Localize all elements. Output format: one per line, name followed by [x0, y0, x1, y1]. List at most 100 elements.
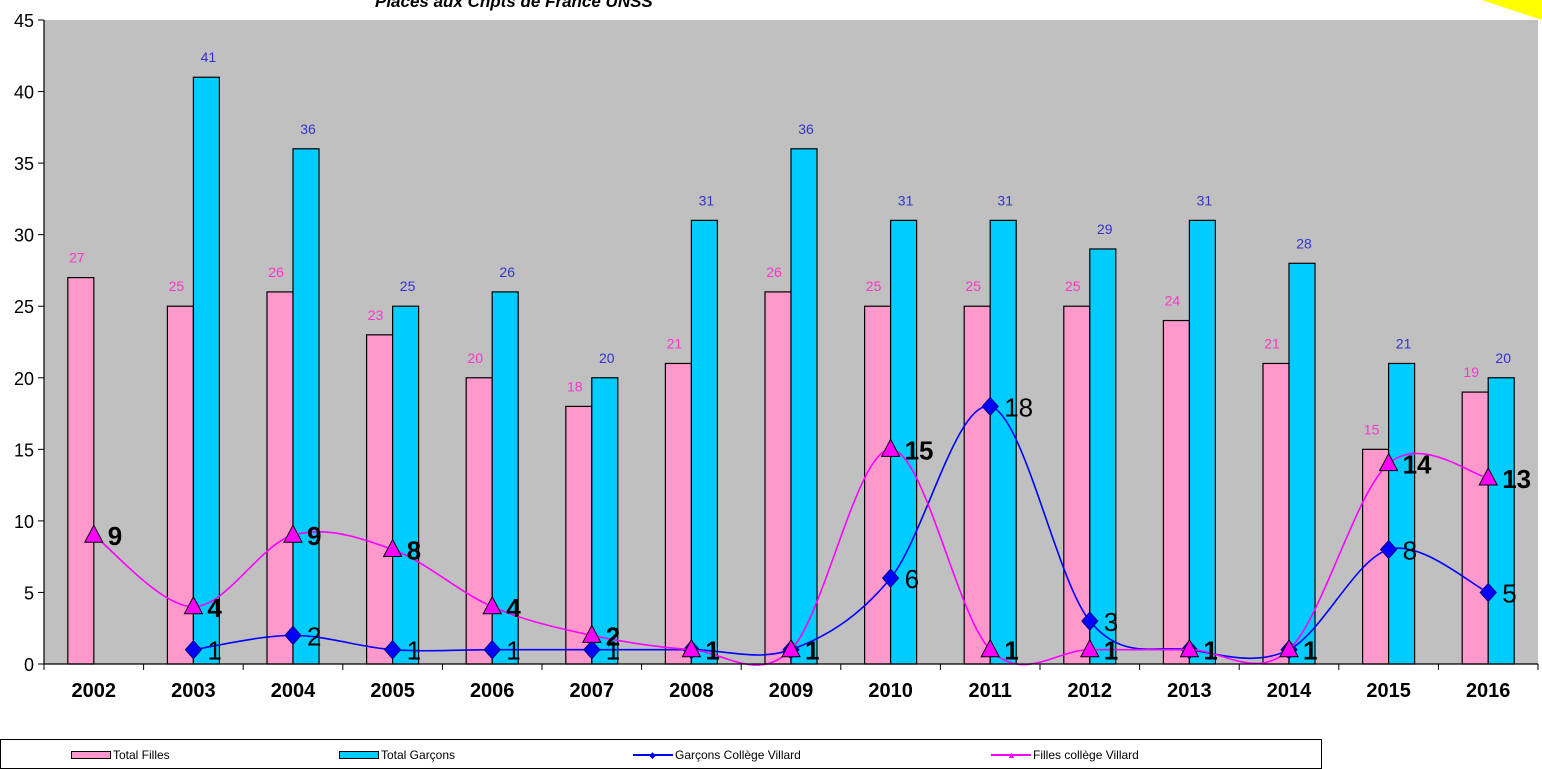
- bar-total-garcons-2007: [591, 377, 619, 665]
- x-tick-label-2004: 2004: [271, 680, 316, 702]
- bar-label-total-garcons-2005: 25: [400, 278, 416, 294]
- bar-total-garcons-2014: [1288, 262, 1316, 665]
- bar-label-total-filles-2002: 27: [69, 250, 85, 266]
- point-label-filles-college-villard-2006: 4: [506, 593, 521, 623]
- bar-total-garcons-2003: [192, 76, 220, 665]
- marker-filles-college-villard-2010: [880, 438, 901, 457]
- point-label-filles-college-villard-2007: 2: [606, 621, 620, 651]
- bar-total-garcons-2009: [790, 148, 818, 665]
- bar-label-total-filles-2008: 21: [667, 335, 683, 351]
- bar-total-garcons-2004: [292, 148, 320, 665]
- legend-item-garcons-villard: ◆ Garçons Collège Villard: [633, 748, 801, 762]
- point-label-garcons-college-villard-2015: 8: [1403, 536, 1417, 566]
- y-tick-label: 20: [14, 369, 34, 389]
- bar-total-filles-2012: [1063, 305, 1091, 665]
- legend-line-magenta: ▲: [991, 750, 1031, 760]
- legend-swatch-cyan: [339, 751, 379, 759]
- point-label-filles-college-villard-2002: 9: [108, 521, 122, 551]
- point-label-garcons-college-villard-2007: 1: [606, 636, 620, 666]
- y-tick-label: 40: [14, 83, 34, 103]
- bar-total-filles-2002: [67, 277, 95, 665]
- marker-filles-college-villard-2007: [581, 624, 602, 643]
- point-label-filles-college-villard-2009: 1: [805, 636, 819, 666]
- lines: [83, 396, 1499, 666]
- bar-label-total-garcons-2013: 31: [1197, 192, 1213, 208]
- bar-total-filles-2007: [565, 405, 593, 665]
- point-label-filles-college-villard-2008: 1: [705, 636, 719, 666]
- x-tick-label-2014: 2014: [1267, 680, 1312, 702]
- marker-garcons-college-villard-2003: [184, 639, 203, 660]
- y-tick-label: 25: [14, 297, 34, 317]
- point-label-filles-college-villard-2015: 14: [1403, 450, 1432, 480]
- y-tick-label: 30: [14, 226, 34, 246]
- legend-item-filles-villard: ▲ Filles collège Villard: [991, 748, 1139, 762]
- bar-label-total-garcons-2012: 29: [1097, 221, 1113, 237]
- point-label-filles-college-villard-2012: 1: [1104, 636, 1118, 666]
- point-label-filles-college-villard-2014: 1: [1303, 636, 1317, 666]
- bar-label-total-filles-2011: 25: [965, 278, 981, 294]
- marker-filles-college-villard-2004: [283, 524, 303, 543]
- point-label-filles-college-villard-2003: 4: [207, 593, 222, 623]
- point-label-garcons-college-villard-2011: 18: [1004, 392, 1033, 422]
- bar-total-filles-2006: [465, 377, 493, 665]
- bar-label-total-garcons-2011: 31: [997, 192, 1013, 208]
- point-label-garcons-college-villard-2008: 1: [705, 636, 719, 666]
- bars: [67, 76, 1515, 665]
- marker-garcons-college-villard-2006: [483, 639, 501, 660]
- bar-total-garcons-2013: [1188, 219, 1217, 665]
- marker-filles-college-villard-2016: [1478, 466, 1499, 486]
- bar-total-filles-2005: [366, 334, 394, 665]
- bar-label-total-filles-2010: 25: [866, 278, 882, 294]
- legend-label: Total Filles: [113, 748, 170, 762]
- point-label-garcons-college-villard-2009: 1: [805, 636, 819, 666]
- bar-label-total-garcons-2014: 28: [1296, 235, 1312, 251]
- bar-label-total-filles-2007: 18: [567, 378, 583, 394]
- x-tick-label-2016: 2016: [1466, 680, 1511, 702]
- point-label-garcons-college-villard-2004: 2: [307, 621, 321, 651]
- legend-item-total-filles: Total Filles: [71, 748, 170, 762]
- x-tick-label-2002: 2002: [72, 680, 117, 702]
- legend-label: Garçons Collège Villard: [675, 748, 801, 762]
- bar-label-total-garcons-2003: 41: [201, 49, 217, 65]
- point-label-garcons-college-villard-2005: 1: [407, 636, 421, 666]
- diamond-icon: ◆: [649, 750, 656, 760]
- point-label-filles-college-villard-2016: 13: [1502, 464, 1531, 494]
- corner-decoration: [1482, 0, 1542, 20]
- marker-filles-college-villard-2012: [1079, 638, 1100, 658]
- marker-filles-college-villard-2005: [382, 538, 403, 558]
- bar-label-total-filles-2012: 25: [1065, 278, 1081, 294]
- marker-filles-college-villard-2002: [83, 524, 104, 543]
- legend-line-blue: ◆: [633, 750, 673, 760]
- x-tick-label-2003: 2003: [171, 680, 216, 702]
- point-label-filles-college-villard-2013: 1: [1203, 636, 1217, 666]
- bar-label-total-filles-2009: 26: [766, 264, 782, 280]
- bar-label-total-garcons-2007: 20: [599, 350, 615, 366]
- bar-label-total-filles-2003: 25: [169, 278, 185, 294]
- legend-item-total-garcons: Total Garçons: [339, 748, 455, 762]
- bar-total-garcons-2016: [1487, 377, 1515, 665]
- bar-total-filles-2008: [664, 362, 693, 665]
- y-tick-label: 5: [24, 583, 34, 603]
- bar-total-garcons-2012: [1089, 248, 1117, 665]
- x-tick-label-2009: 2009: [769, 680, 814, 702]
- bar-total-garcons-2010: [889, 219, 918, 665]
- marker-filles-college-villard-2011: [980, 638, 1001, 658]
- point-label-filles-college-villard-2004: 9: [307, 521, 321, 551]
- point-label-garcons-college-villard-2016: 5: [1502, 578, 1516, 608]
- marker-garcons-college-villard-2004: [284, 625, 302, 646]
- bar-label-total-filles-2006: 20: [467, 350, 483, 366]
- marker-filles-college-villard-2013: [1179, 638, 1200, 658]
- y-tick-label: 10: [14, 512, 34, 532]
- point-label-garcons-college-villard-2012: 3: [1104, 607, 1118, 637]
- marker-garcons-college-villard-2011: [981, 396, 999, 417]
- marker-garcons-college-villard-2015: [1379, 539, 1398, 560]
- bar-total-filles-2013: [1162, 319, 1191, 665]
- x-tick-label-2007: 2007: [570, 680, 615, 702]
- marker-filles-college-villard-2014: [1279, 638, 1299, 658]
- x-tick-label-2008: 2008: [669, 680, 714, 702]
- point-label-garcons-college-villard-2003: 1: [207, 636, 221, 666]
- x-tick-label-2012: 2012: [1068, 680, 1113, 702]
